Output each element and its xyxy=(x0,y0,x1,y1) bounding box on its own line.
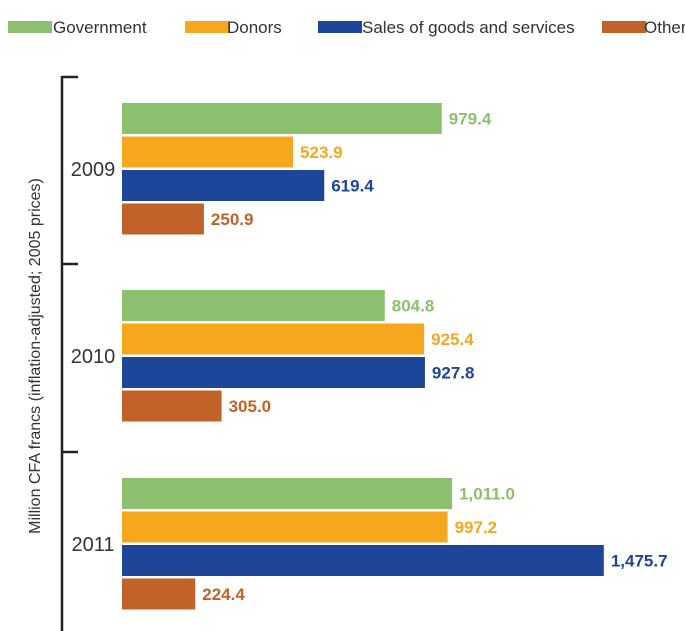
value-label-sales-of-goods-and-services-2010: 927.8 xyxy=(432,364,475,383)
legend-label-government: Government xyxy=(53,18,147,37)
value-label-government-2010: 804.8 xyxy=(392,297,435,316)
legend-swatch-other xyxy=(602,21,646,33)
value-label-donors-2010: 925.4 xyxy=(431,330,474,349)
value-label-other-2010: 305.0 xyxy=(229,397,272,416)
bar-government-2011 xyxy=(122,478,453,509)
category-label-2009: 2009 xyxy=(71,159,116,181)
legend-swatch-government xyxy=(8,21,52,33)
legend-swatch-sales-of-goods-and-services xyxy=(318,21,362,33)
legend: Government Donors Sales of goods and servi… xyxy=(8,18,685,37)
legend-label-donors: Donors xyxy=(227,18,282,37)
bar-sales-of-goods-and-services-2010 xyxy=(122,357,425,388)
bar-donors-2010 xyxy=(122,323,425,355)
value-label-sales-of-goods-and-services-2009: 619.4 xyxy=(331,177,374,196)
legend-label-sales-of-goods-and-services: Sales of goods and services xyxy=(362,18,575,37)
value-label-donors-2009: 523.9 xyxy=(300,143,343,162)
y-axis xyxy=(60,75,78,631)
bar-sales-of-goods-and-services-2009 xyxy=(122,170,325,201)
value-label-government-2009: 979.4 xyxy=(449,110,492,129)
value-labels: 979.4 523.9 619.4 250.9 804.8 925.4 927.8 305.0… xyxy=(202,110,667,605)
bar-other-2010 xyxy=(122,390,222,422)
category-label-2011: 2011 xyxy=(71,534,114,556)
bars xyxy=(122,103,604,610)
value-label-government-2011: 1,011.0 xyxy=(459,485,515,504)
value-label-donors-2011: 997.2 xyxy=(455,518,498,537)
legend-swatch-donors xyxy=(185,21,229,33)
category-label-2010: 2010 xyxy=(71,346,116,368)
legend-label-other: Other xyxy=(644,18,685,37)
bar-government-2010 xyxy=(122,290,385,321)
value-label-other-2009: 250.9 xyxy=(211,210,254,229)
bar-other-2011 xyxy=(122,578,196,610)
y-axis-title: Million CFA francs (inflation-adjusted; … xyxy=(27,178,44,534)
bar-other-2009 xyxy=(122,203,204,235)
value-label-sales-of-goods-and-services-2011: 1,475.7 xyxy=(611,552,668,571)
bar-government-2009 xyxy=(122,103,442,134)
category-labels: 2009 2010 2011 xyxy=(71,159,116,556)
bar-sales-of-goods-and-services-2011 xyxy=(122,545,604,576)
value-label-other-2011: 224.4 xyxy=(202,585,245,604)
bar-donors-2011 xyxy=(122,511,448,543)
bar-donors-2009 xyxy=(122,136,294,168)
